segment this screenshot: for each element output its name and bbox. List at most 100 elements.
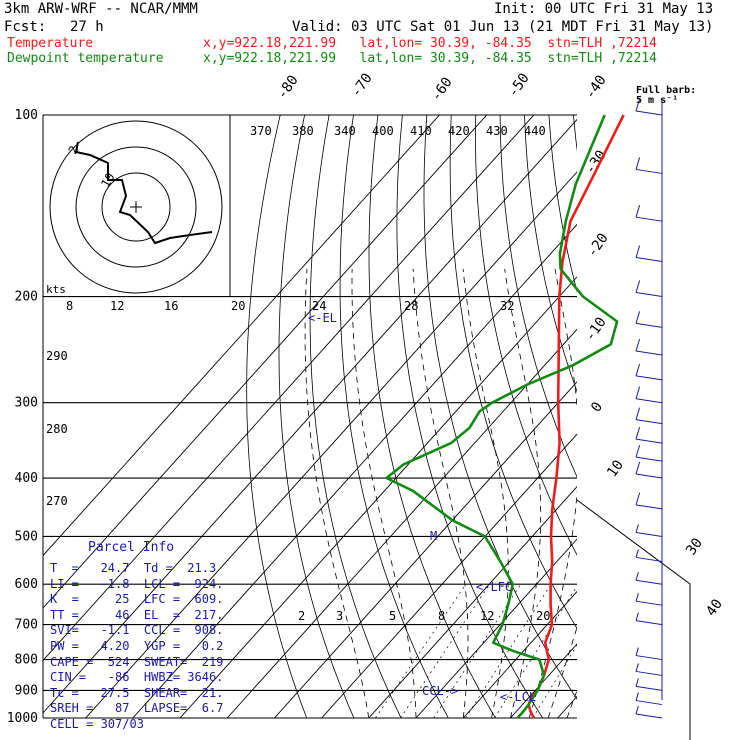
dry-adiabat [278,115,355,718]
left-adiabat-label: 270 [46,494,68,508]
wind-barb-flag [635,612,639,621]
left-adiabat-label: 280 [46,422,68,436]
isotherm-line [43,115,535,662]
mixing-ratio-line [433,584,521,718]
left-adiabat-label: 290 [46,349,68,363]
moist-adiabat [412,268,469,718]
pressure-label: 900 [15,683,38,698]
dry-adiabat [524,115,577,393]
wind-barb [635,168,663,174]
isotherm-line [605,115,740,718]
wind-barb [635,322,663,328]
isotherm-label: -50 [505,70,533,100]
dry-adiabat [499,115,577,478]
pressure-label: 800 [15,653,38,668]
dry-adiabat [339,115,449,718]
isotherm-label: 10 [604,457,627,480]
wind-barb [635,419,663,425]
pressure-label: 500 [15,529,38,544]
dry-adiabat-label: 370 [250,124,272,138]
parcel-info-row: Tc = 27.5 SHEAR= 21. [50,685,224,700]
dry-adiabat [309,115,402,718]
fcst-value: 27 h [70,19,104,35]
m-marker: M [430,529,438,543]
moist-adiabat [351,268,417,718]
dry-adiabat [475,115,577,556]
hodograph-trace [74,141,213,245]
wind-barb [635,670,663,676]
wind-barb-flag [635,338,641,352]
wind-barb [635,375,663,381]
lfc-marker: <-LFC [476,580,513,594]
hodograph-speed-label: 24 [312,299,326,313]
isotherm-line [321,433,577,718]
dry-adiabat-label: 380 [292,124,314,138]
pressure-label: 200 [15,290,38,305]
wind-barb-flag [635,98,641,112]
isotherm-label: -40 [582,72,610,102]
wind-barb [635,655,663,661]
mixing-ratio-label: 3 [336,609,343,623]
pressure-label: 400 [15,471,38,486]
valid-time: Valid: 03 UTC Sat 01 Jun 13 (21 MDT Fri … [292,19,714,35]
wind-barb [635,700,663,706]
model-title: 3km ARW-WRF -- NCAR/MMM [4,1,198,17]
parcel-info-row: CAPE = 524 SWEAT= 219 [50,654,224,669]
isotherm-line [179,276,577,718]
wind-barb-flag [635,386,641,399]
wind-barb [635,456,663,462]
dry-adiabat-label: 410 [410,124,432,138]
isotherm-label: 30 [683,535,706,558]
wind-barb-flag [635,363,641,377]
pressure-label: 300 [15,396,38,411]
isotherm-line [43,118,577,714]
pressure-label: 1000 [7,711,38,726]
temperature-legend: Temperature [7,36,94,51]
hodograph-speed-label: 12 [110,299,124,313]
isotherm-line [226,328,577,718]
pressure-label: 700 [15,618,38,633]
mixing-ratio-line [465,584,552,718]
frame-edge [576,499,691,740]
isotherm-label: 0 [588,399,606,415]
wind-barb [635,685,663,691]
isotherm-line [652,115,740,718]
parcel-info-row: PW = 4.20 YGP = 0.2 [50,639,224,653]
dry-adiabat [696,115,740,731]
parcel-info-row: K = 25 LFC = 609. [50,592,224,607]
wind-barb [635,556,663,562]
wind-barb [635,713,663,719]
dry-adiabat-label: 420 [448,124,470,138]
wind-barb-flag [635,524,639,533]
dry-adiabat-label: 340 [334,124,356,138]
isotherm-line [274,381,577,718]
pressure-label: 600 [15,577,38,592]
dry-adiabat [368,115,496,718]
isotherm-line [43,115,440,557]
wind-barb-flag [635,245,641,258]
hodograph-speed-label: 32 [500,299,514,313]
moist-adiabat [304,268,370,718]
mixing-ratio-label: 2 [298,609,305,623]
el-marker: <-EL [308,311,337,325]
wind-barb-flag [635,311,641,324]
wind-barb-flag [635,678,639,687]
hodograph-speed-label: 16 [164,299,178,313]
wind-barb [635,257,663,263]
wind-barb [635,216,663,222]
isotherm-label: 40 [703,596,726,619]
pressure-label: 100 [15,108,38,123]
dry-adiabat [449,115,577,630]
wind-barb-flag [635,705,639,715]
isotherm-line [43,115,488,609]
wind-barb-flag [635,593,639,602]
wind-barb-flag [635,461,641,475]
wind-barb [635,350,663,356]
lcl-marker: <-LCL [500,690,537,704]
isotherm-line [368,485,577,718]
wind-barb-flag [635,444,641,458]
wind-barb [635,600,663,606]
chart-profiles [385,114,625,719]
wind-barb-flag [635,280,641,293]
